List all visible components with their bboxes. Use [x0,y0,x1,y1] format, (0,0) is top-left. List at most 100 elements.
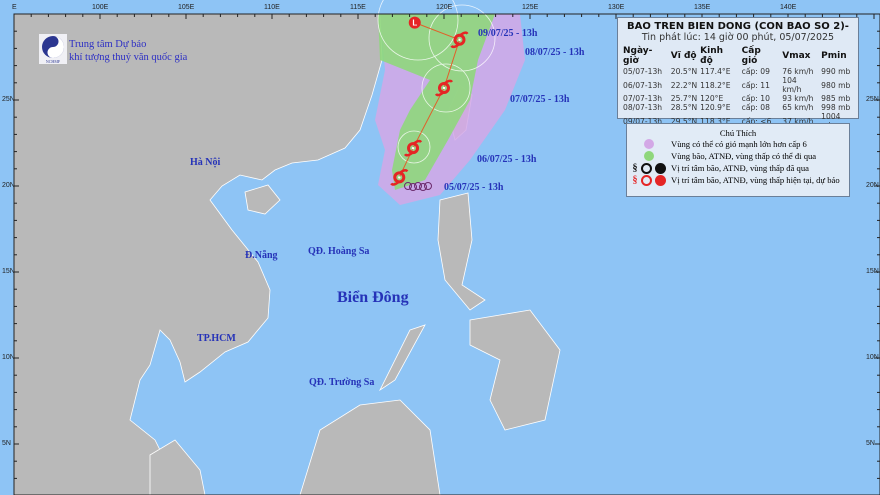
storm-icon [434,79,454,97]
lat-label: 25N [866,96,879,103]
lat-label: 20N [2,182,15,189]
table-cell: 25.7°N [670,94,698,103]
table-cell: 28.5°N [670,103,698,112]
past-position-icon [404,182,412,190]
legend-item: § Vị trí tâm bão, ATNĐ, vùng thấp hiện tạ… [627,174,849,186]
table-cell: 104 km/h [782,76,802,94]
legend-item: § Vị trí tâm bão, ATNĐ, vùng thấp đã qua [627,162,849,174]
table-cell: 120°E [700,94,724,103]
map-frame [13,13,880,495]
table-cell: 65 km/h [782,103,814,112]
palawan [378,324,426,392]
lon-label: 130E [608,4,625,11]
table-cell: cấp: 10 [741,94,770,103]
storm-info-panel: BAO TREN BIEN DONG (CON BAO SO 2)- Tin p… [617,17,859,130]
table-cell: 980 mb [821,80,851,90]
track-label: 05/07/25 - 13h [444,182,504,193]
table-header: Ngày-giờ Vĩ độ Kinh độ Cấp gió Vmax Pmin [623,45,858,67]
storm-icon [450,31,469,49]
table-cell: 09/07-13h [623,116,663,126]
lon-label: 110E [264,4,280,11]
table-cell: 37 km/h [782,116,814,126]
col-header: Pmin [821,51,847,61]
col-header: Cấp gió [741,46,761,66]
col-header: Kinh độ [700,46,724,66]
radius-circles [377,0,496,164]
place-hanoi: Hà Nội [190,157,221,168]
storm-icon [404,139,423,157]
table-cell: 985 mb [821,94,851,103]
table-row: 06/07-13h 22.2°N 118.2°E cấp: 11 104 km/h 980… [623,76,858,94]
lat-label: 5N [866,440,875,447]
place-danang: Đ.Nẵng [245,250,278,261]
organization-line1: Trung tâm Dự báo [69,39,147,50]
storm-table: Ngày-giờ Vĩ độ Kinh độ Cấp gió Vmax Pmin 05/0… [623,45,858,130]
hainan-island [244,184,281,215]
table-cell: 998 mb [821,103,851,112]
table-cell: 118.3°E [700,116,731,126]
table-cell: 22.2°N [670,80,698,90]
info-issued: Tin phát lúc: 14 giờ 00 phút, 05/07/2025 [641,32,835,43]
mainland-asia [13,13,383,495]
place-hcm: TP.HCM [197,333,236,344]
lon-label: 105E [178,4,195,11]
land-masses [13,13,561,495]
table-cell: 20.5°N [670,67,698,76]
current-position-icons: § [627,174,671,186]
lat-label: 20N [866,182,879,189]
table-cell: 08/07-13h [623,103,663,112]
table-cell: cấp: <6 [741,116,772,126]
table-cell: 07/07-13h [623,94,663,103]
organization-line2: khí tượng thuỷ văn quốc gia [69,52,188,63]
storm-track: L [390,16,469,191]
legend-item: Vùng có thể có gió mạnh lớn hơn cấp 6 [627,138,849,150]
lat-label: 5N [2,440,11,447]
lon-label: 115E [350,4,366,11]
luzon [437,192,486,311]
table-cell: cấp: 08 [741,103,770,112]
track-label: 07/07/25 - 13h [510,94,570,105]
place-biendong: Biển Đông [337,289,409,306]
philippines-south [469,309,561,431]
past-position-icon [414,182,422,190]
table-cell: cấp: 11 [741,80,770,90]
table-cell: 120.9°E [700,103,731,112]
track-label: 06/07/25 - 13h [477,154,537,165]
table-row: 05/07-13h 20.5°N 117.4°E cấp: 09 76 km/h 990 … [623,67,858,76]
organization-name: Trung tâm Dự báo khí tượng thuỷ văn quốc… [69,38,187,64]
table-row: 07/07-13h 25.7°N 120°E cấp: 10 93 km/h 985 mb [623,94,858,103]
storm-icon [390,169,409,186]
lat-label: 10N [2,354,15,361]
table-cell: cấp: 09 [741,67,770,76]
info-title: BAO TREN BIEN DONG (CON BAO SO 2)- [627,21,849,32]
legend-item: Vùng bão, ATNĐ, vùng thấp có thể đi qua [627,150,849,162]
table-cell: 76 km/h [782,67,814,76]
lon-label: 125E [522,4,539,11]
past-position-icons: § [627,162,671,174]
place-hoangsa: QĐ. Hoàng Sa [308,246,370,257]
lat-label: 15N [866,268,879,275]
legend-title: Chú Thích [719,128,757,138]
lon-label: E [12,4,17,11]
track-label: 09/07/25 - 13h [478,28,538,39]
nchmf-logo: NCHMF [39,34,67,64]
past-position-icon [409,183,417,191]
table-cell: 118.2°E [700,80,731,90]
svg-text:NCHMF: NCHMF [46,59,61,64]
low-pressure-icon: L [408,16,421,29]
legend-panel: Chú Thích Vùng có thể có gió mạnh lớn hơ… [626,123,850,197]
table-row: 08/07-13h 28.5°N 120.9°E cấp: 08 65 km/h 998 … [623,103,858,112]
lon-label: 100E [92,4,109,11]
col-header: Vĩ độ [670,51,697,61]
storm-zone-swatch-icon [644,151,654,161]
table-cell: 05/07-13h [623,67,663,76]
lat-label: 15N [2,268,15,275]
lat-label: 25N [2,96,15,103]
lon-label: 140E [780,4,797,11]
lon-label: 135E [694,4,711,11]
borneo [299,399,441,495]
past-position-icon [424,182,432,190]
col-header: Vmax [782,51,811,61]
table-cell: 990 mb [821,67,851,76]
lon-label: 120E [436,4,453,11]
